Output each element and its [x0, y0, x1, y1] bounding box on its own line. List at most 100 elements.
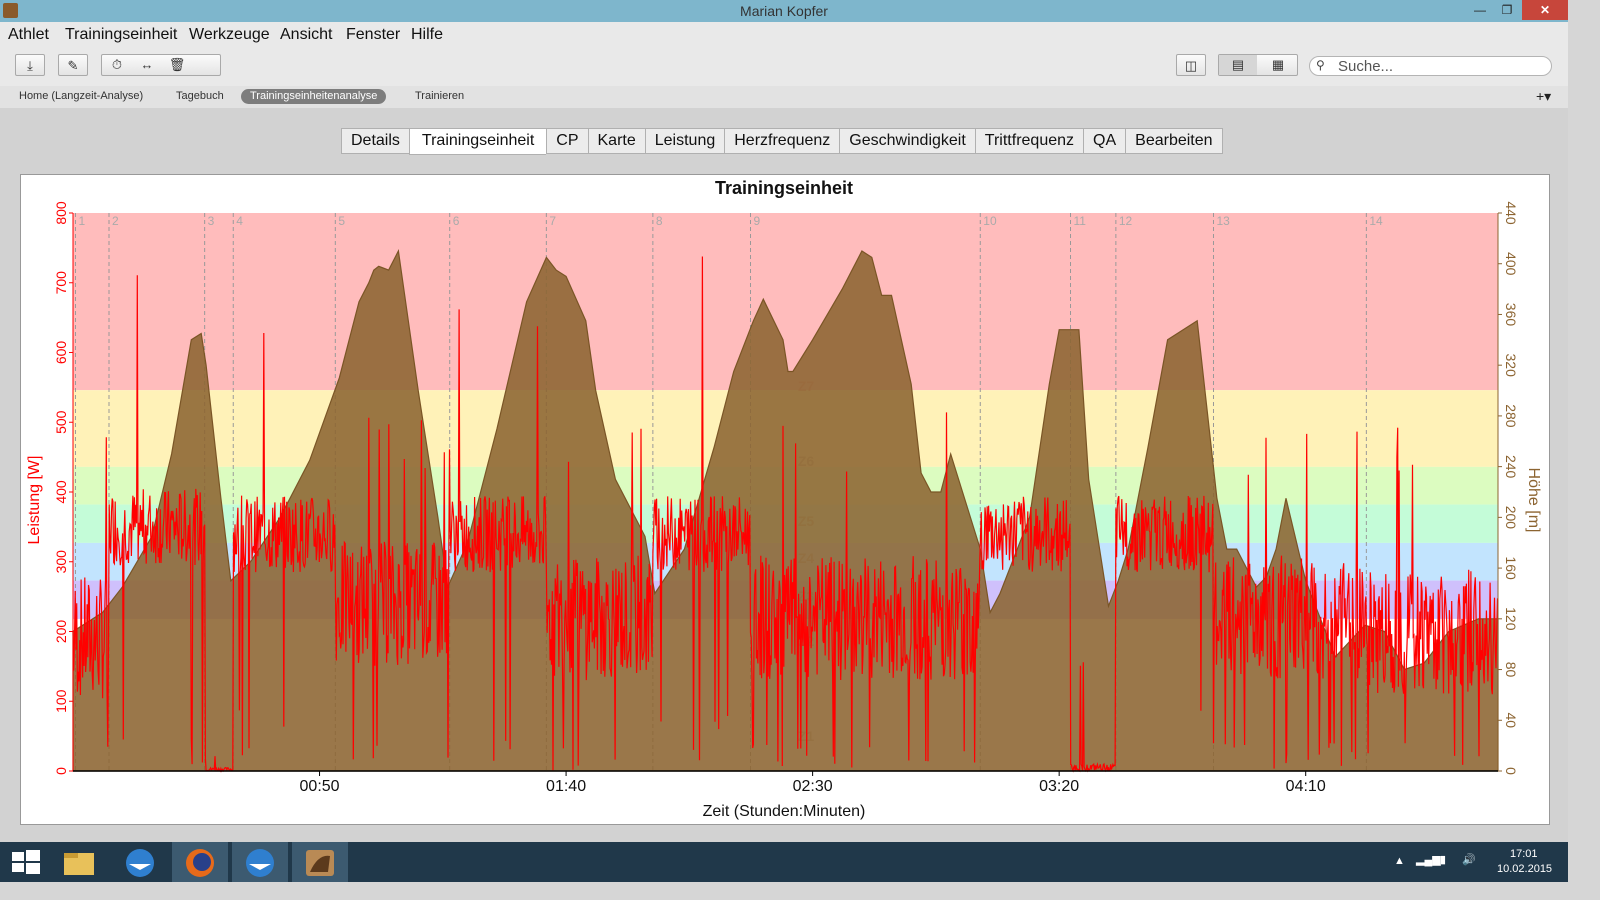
- network-icon[interactable]: ▂▄▆: [1416, 854, 1441, 866]
- tab-bearbeiten[interactable]: Bearbeiten: [1125, 128, 1223, 154]
- y-left-axis-label: Leistung [W]: [26, 456, 43, 545]
- interval-marker-label: 7: [549, 214, 556, 228]
- edit-icon[interactable]: ✎: [58, 54, 88, 76]
- y-right-tick-label: 360: [1503, 303, 1519, 327]
- tab-trainingseinheit[interactable]: Trainingseinheit: [408, 128, 547, 155]
- interval-marker-label: 2: [112, 214, 119, 228]
- tab-karte[interactable]: Karte: [587, 128, 645, 154]
- y-left-tick-label: 600: [53, 341, 69, 365]
- y-left-tick-label: 200: [53, 620, 69, 644]
- clock-time[interactable]: 17:01: [1510, 848, 1538, 860]
- y-right-tick-label: 240: [1503, 455, 1519, 479]
- analysis-view: Details Trainingseinheit CP Karte Leistu…: [0, 108, 1568, 842]
- volume-icon[interactable]: 🔊: [1462, 854, 1476, 866]
- power-line: [72, 256, 1499, 773]
- interval-marker-label: 8: [656, 214, 663, 228]
- chart-tabs: Details Trainingseinheit CP Karte Leistu…: [341, 128, 1223, 155]
- mail-app-icon[interactable]: [232, 842, 288, 882]
- tab-details[interactable]: Details: [341, 128, 409, 154]
- x-tick-label: 02:30: [793, 778, 833, 795]
- clock-date[interactable]: 10.02.2015: [1497, 863, 1553, 875]
- window-title: Marian Kopfer: [740, 3, 828, 19]
- view-navigation: Home (Langzeit-Analyse) Tagebuch Trainin…: [0, 86, 1568, 109]
- download-icon[interactable]: ⤓: [15, 54, 45, 76]
- layout-toggle-group: ▤ ▦: [1218, 54, 1298, 76]
- restore-button[interactable]: ❐: [1501, 3, 1513, 17]
- toolbar: ⤓ ✎ ⏱ ↔ 🗑 ◫ ▤ ▦ ⚲: [0, 48, 1568, 86]
- windows-start-icon[interactable]: [0, 842, 56, 882]
- tab-leistung[interactable]: Leistung: [644, 128, 725, 154]
- add-chart-icon[interactable]: +▾: [1536, 88, 1552, 104]
- layout-tabbed-icon[interactable]: ▤: [1219, 55, 1257, 75]
- search-input[interactable]: [1338, 58, 1538, 74]
- x-axis-label: Zeit (Stunden:Minuten): [703, 803, 866, 820]
- y-left-tick-label: 800: [53, 201, 69, 225]
- battery-icon[interactable]: ▮: [1440, 854, 1447, 866]
- split-icon[interactable]: ↔: [140, 57, 154, 72]
- file-explorer-icon[interactable]: [52, 842, 108, 882]
- delete-icon[interactable]: 🗑: [168, 57, 186, 72]
- interval-marker-label: 6: [453, 214, 460, 228]
- firefox-icon[interactable]: [172, 842, 228, 882]
- layout-tiled-icon[interactable]: ▦: [1271, 57, 1285, 72]
- stopwatch-icon[interactable]: ⏱: [111, 57, 123, 72]
- interval-marker-label: 9: [753, 214, 760, 228]
- menu-fenster[interactable]: Fenster: [346, 26, 401, 43]
- tab-cp[interactable]: CP: [546, 128, 588, 154]
- y-left-tick-label: 300: [53, 550, 69, 574]
- thunderbird-icon[interactable]: [112, 842, 168, 882]
- y-right-axis-label: Höhe [m]: [1525, 468, 1542, 533]
- interval-marker-label: 10: [983, 214, 997, 228]
- interval-marker-label: 1: [78, 214, 85, 228]
- minimize-button[interactable]: —: [1474, 3, 1486, 17]
- tab-qa[interactable]: QA: [1083, 128, 1126, 154]
- goldencheetah-icon[interactable]: [292, 842, 348, 882]
- tray-expand-icon[interactable]: ▲: [1394, 855, 1405, 867]
- x-tick-label: 04:10: [1286, 778, 1326, 795]
- window-titlebar: Marian Kopfer — ❐ ✕: [0, 0, 1568, 22]
- close-button[interactable]: ✕: [1522, 0, 1568, 20]
- ride-tools-group: ⏱ ↔ 🗑: [101, 54, 221, 76]
- y-right-tick-label: 160: [1503, 556, 1519, 580]
- x-tick-label: 01:40: [546, 778, 586, 795]
- y-right-tick-label: 40: [1503, 712, 1519, 728]
- nav-tab-home[interactable]: Home (Langzeit-Analyse): [19, 90, 144, 102]
- y-right-tick-label: 80: [1503, 662, 1519, 678]
- y-right-tick-label: 400: [1503, 252, 1519, 276]
- interval-marker-label: 11: [1074, 214, 1087, 228]
- chart-title: Trainingseinheit: [715, 178, 853, 198]
- x-tick-label: 03:20: [1039, 778, 1079, 795]
- menu-bar: Athlet Trainingseinheit Werkzeuge Ansich…: [0, 22, 1568, 48]
- y-right-tick-label: 200: [1503, 506, 1519, 530]
- nav-tab-trainingseinheitenanalyse[interactable]: Trainingseinheitenanalyse: [241, 89, 387, 104]
- search-box[interactable]: ⚲: [1309, 56, 1552, 76]
- interval-marker-label: 3: [208, 214, 215, 228]
- tab-herzfrequenz[interactable]: Herzfrequenz: [724, 128, 840, 154]
- tab-geschwindigkeit[interactable]: Geschwindigkeit: [839, 128, 975, 154]
- interval-marker-label: 14: [1369, 214, 1383, 228]
- menu-hilfe[interactable]: Hilfe: [411, 26, 444, 43]
- y-right-tick-label: 320: [1503, 354, 1519, 378]
- interval-marker-label: 4: [236, 214, 243, 228]
- tab-trittfrequenz[interactable]: Trittfrequenz: [974, 128, 1084, 154]
- app-icon: [3, 3, 18, 18]
- y-right-tick-label: 280: [1503, 404, 1519, 428]
- interval-marker-label: 5: [338, 214, 345, 228]
- search-icon: ⚲: [1316, 58, 1325, 72]
- menu-trainingseinheit[interactable]: Trainingseinheit: [65, 26, 178, 43]
- interval-marker-label: 12: [1119, 214, 1133, 228]
- menu-ansicht[interactable]: Ansicht: [280, 26, 333, 43]
- nav-tab-trainieren[interactable]: Trainieren: [415, 90, 465, 102]
- y-left-tick-label: 400: [53, 480, 69, 504]
- menu-werkzeuge[interactable]: Werkzeuge: [189, 26, 270, 43]
- y-right-tick-label: 0: [1503, 767, 1519, 775]
- nav-tab-tagebuch[interactable]: Tagebuch: [176, 90, 224, 102]
- y-right-tick-label: 440: [1503, 201, 1519, 225]
- interval-marker-label: 13: [1216, 214, 1230, 228]
- y-right-tick-label: 120: [1503, 607, 1519, 631]
- menu-athlet[interactable]: Athlet: [8, 26, 49, 43]
- x-tick-label: 00:50: [300, 778, 340, 795]
- sidebar-toggle-icon[interactable]: ◫: [1176, 54, 1206, 76]
